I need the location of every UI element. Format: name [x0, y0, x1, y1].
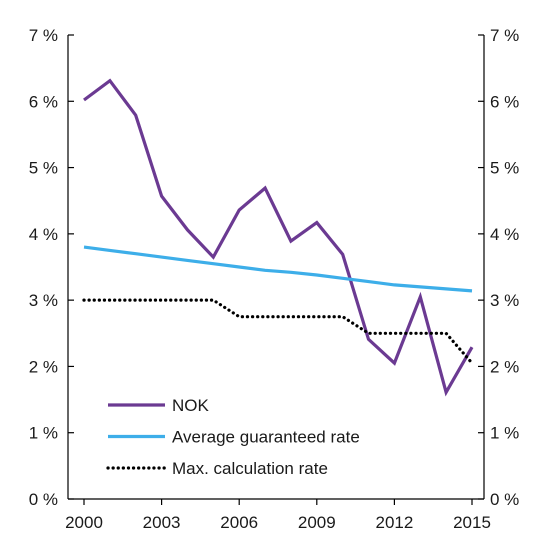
x-tick-label: 2006: [220, 513, 258, 532]
y-tick-label-right: 3 %: [490, 291, 519, 310]
legend-label-1: Average guaranteed rate: [172, 428, 360, 447]
x-tick-label: 2012: [375, 513, 413, 532]
series-line-2: [82, 298, 474, 365]
legend-label-0: NOK: [172, 396, 210, 415]
y-tick-label-right: 7 %: [490, 26, 519, 45]
legend: NOK Average guaranteed rate Max. calculati…: [106, 396, 360, 478]
y-tick-label-right: 6 %: [490, 92, 519, 111]
y-tick-label-left: 4 %: [29, 225, 58, 244]
y-axis-left: 0 % 1 % 2 % 3 % 4 % 5 % 6 % 7 %: [29, 26, 74, 509]
y-tick-label-left: 7 %: [29, 26, 58, 45]
y-tick-label-right: 2 %: [490, 357, 519, 376]
x-axis: 2000 2003 2006 2009 2012 2015: [65, 499, 491, 532]
y-tick-label-left: 3 %: [29, 291, 58, 310]
y-tick-label-right: 0 %: [490, 490, 519, 509]
y-tick-label-right: 1 %: [490, 424, 519, 443]
series-lines: [82, 78, 474, 397]
y-tick-label-right: 5 %: [490, 159, 519, 178]
x-tick-label: 2000: [65, 513, 103, 532]
y-tick-label-left: 1 %: [29, 424, 58, 443]
y-tick-label-left: 0 %: [29, 490, 58, 509]
series-line-0: [83, 78, 474, 397]
y-tick-label-right: 4 %: [490, 225, 519, 244]
x-tick-label: 2009: [298, 513, 336, 532]
legend-label-2: Max. calculation rate: [172, 459, 328, 478]
series-line-1: [83, 245, 473, 293]
axes: [67, 35, 485, 500]
y-tick-label-left: 6 %: [29, 92, 58, 111]
y-tick-label-left: 5 %: [29, 159, 58, 178]
x-tick-label: 2003: [143, 513, 181, 532]
y-tick-label-left: 2 %: [29, 357, 58, 376]
x-tick-label: 2015: [453, 513, 491, 532]
y-axis-right: 0 % 1 % 2 % 3 % 4 % 5 % 6 % 7 %: [478, 26, 519, 509]
